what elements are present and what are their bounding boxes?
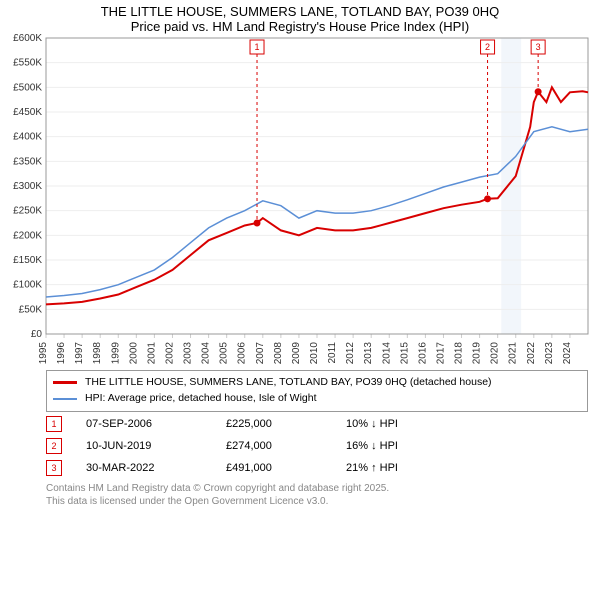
svg-text:1: 1 — [255, 42, 260, 52]
svg-text:2015: 2015 — [399, 342, 410, 364]
marker-date: 30-MAR-2022 — [86, 462, 226, 474]
marker-row: 3 30-MAR-2022£491,00021% ↑ HPI — [46, 460, 588, 476]
svg-text:£50K: £50K — [19, 304, 43, 315]
svg-text:£400K: £400K — [13, 132, 42, 143]
svg-text:£300K: £300K — [13, 181, 42, 192]
attribution-line1: Contains HM Land Registry data © Crown c… — [46, 482, 588, 495]
marker-date: 10-JUN-2019 — [86, 440, 226, 452]
svg-text:2004: 2004 — [201, 342, 212, 364]
sale-markers-table: 1 07-SEP-2006£225,00010% ↓ HPI 2 10-JUN-201… — [46, 416, 588, 476]
marker-hpi: 21% ↑ HPI — [346, 462, 398, 474]
svg-text:2019: 2019 — [472, 342, 483, 364]
svg-text:£150K: £150K — [13, 255, 42, 266]
chart-title: THE LITTLE HOUSE, SUMMERS LANE, TOTLAND … — [0, 0, 600, 34]
svg-text:£350K: £350K — [13, 156, 42, 167]
svg-text:2002: 2002 — [164, 342, 175, 364]
attribution: Contains HM Land Registry data © Crown c… — [46, 482, 588, 508]
svg-text:2011: 2011 — [327, 342, 338, 364]
legend-row-hpi: HPI: Average price, detached house, Isle… — [53, 391, 581, 407]
svg-text:£100K: £100K — [13, 280, 42, 291]
svg-text:2006: 2006 — [237, 342, 248, 364]
marker-badge: 1 — [46, 416, 62, 432]
svg-text:£200K: £200K — [13, 230, 42, 241]
svg-text:2009: 2009 — [291, 342, 302, 364]
svg-text:1998: 1998 — [92, 342, 103, 364]
svg-text:2008: 2008 — [273, 342, 284, 364]
svg-text:£550K: £550K — [13, 58, 42, 69]
svg-text:2023: 2023 — [544, 342, 555, 364]
svg-text:3: 3 — [536, 42, 541, 52]
svg-text:£0: £0 — [31, 329, 43, 340]
svg-text:1996: 1996 — [56, 342, 67, 364]
marker-badge: 2 — [46, 438, 62, 454]
svg-text:2: 2 — [485, 42, 490, 52]
svg-text:2020: 2020 — [490, 342, 501, 364]
svg-text:2000: 2000 — [128, 342, 139, 364]
legend-swatch-price-paid — [53, 381, 77, 384]
marker-price: £225,000 — [226, 418, 346, 430]
legend-row-price-paid: THE LITTLE HOUSE, SUMMERS LANE, TOTLAND … — [53, 375, 581, 391]
marker-row: 2 10-JUN-2019£274,00016% ↓ HPI — [46, 438, 588, 454]
marker-price: £491,000 — [226, 462, 346, 474]
marker-date: 07-SEP-2006 — [86, 418, 226, 430]
svg-text:£450K: £450K — [13, 107, 42, 118]
legend-label-hpi: HPI: Average price, detached house, Isle… — [85, 391, 317, 407]
svg-text:2024: 2024 — [562, 342, 573, 364]
svg-text:2005: 2005 — [219, 342, 230, 364]
marker-hpi: 16% ↓ HPI — [346, 440, 398, 452]
svg-text:2001: 2001 — [146, 342, 157, 364]
svg-text:2003: 2003 — [183, 342, 194, 364]
legend-label-price-paid: THE LITTLE HOUSE, SUMMERS LANE, TOTLAND … — [85, 375, 492, 391]
marker-hpi: 10% ↓ HPI — [346, 418, 398, 430]
marker-row: 1 07-SEP-2006£225,00010% ↓ HPI — [46, 416, 588, 432]
svg-text:£600K: £600K — [13, 34, 42, 44]
price-chart: £0 £50K £100K £150K £200K £250K £300K £350K £400… — [0, 34, 600, 364]
svg-text:1995: 1995 — [38, 342, 49, 364]
svg-text:1999: 1999 — [110, 342, 121, 364]
svg-text:£500K: £500K — [13, 82, 42, 93]
svg-text:2022: 2022 — [526, 342, 537, 364]
svg-text:2018: 2018 — [454, 342, 465, 364]
svg-text:2014: 2014 — [381, 342, 392, 364]
title-line1: THE LITTLE HOUSE, SUMMERS LANE, TOTLAND … — [0, 4, 600, 19]
svg-text:2021: 2021 — [508, 342, 519, 364]
svg-text:2013: 2013 — [363, 342, 374, 364]
title-line2: Price paid vs. HM Land Registry's House … — [0, 19, 600, 34]
marker-price: £274,000 — [226, 440, 346, 452]
svg-text:2017: 2017 — [435, 342, 446, 364]
svg-text:2010: 2010 — [309, 342, 320, 364]
svg-text:2012: 2012 — [345, 342, 356, 364]
svg-text:2007: 2007 — [255, 342, 266, 364]
legend-swatch-hpi — [53, 398, 77, 400]
legend: THE LITTLE HOUSE, SUMMERS LANE, TOTLAND … — [46, 370, 588, 412]
marker-badge: 3 — [46, 460, 62, 476]
attribution-line2: This data is licensed under the Open Gov… — [46, 495, 588, 508]
svg-text:2016: 2016 — [417, 342, 428, 364]
svg-text:1997: 1997 — [74, 342, 85, 364]
svg-text:£250K: £250K — [13, 206, 42, 217]
